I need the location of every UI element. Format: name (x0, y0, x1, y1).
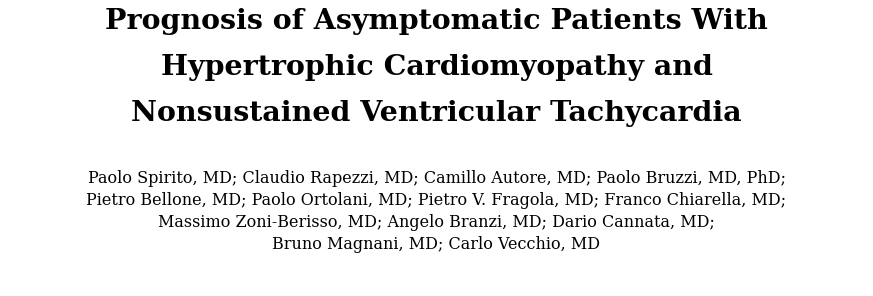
Text: Hypertrophic Cardiomyopathy and: Hypertrophic Cardiomyopathy and (161, 54, 712, 81)
Text: Bruno Magnani, MD; Carlo Vecchio, MD: Bruno Magnani, MD; Carlo Vecchio, MD (272, 236, 601, 253)
Text: Nonsustained Ventricular Tachycardia: Nonsustained Ventricular Tachycardia (131, 100, 742, 127)
Text: Paolo Spirito, MD; Claudio Rapezzi, MD; Camillo Autore, MD; Paolo Bruzzi, MD, Ph: Paolo Spirito, MD; Claudio Rapezzi, MD; … (87, 170, 786, 187)
Text: Pietro Bellone, MD; Paolo Ortolani, MD; Pietro V. Fragola, MD; Franco Chiarella,: Pietro Bellone, MD; Paolo Ortolani, MD; … (86, 192, 787, 209)
Text: Massimo Zoni-Berisso, MD; Angelo Branzi, MD; Dario Cannata, MD;: Massimo Zoni-Berisso, MD; Angelo Branzi,… (158, 214, 715, 231)
Text: Prognosis of Asymptomatic Patients With: Prognosis of Asymptomatic Patients With (105, 8, 768, 35)
